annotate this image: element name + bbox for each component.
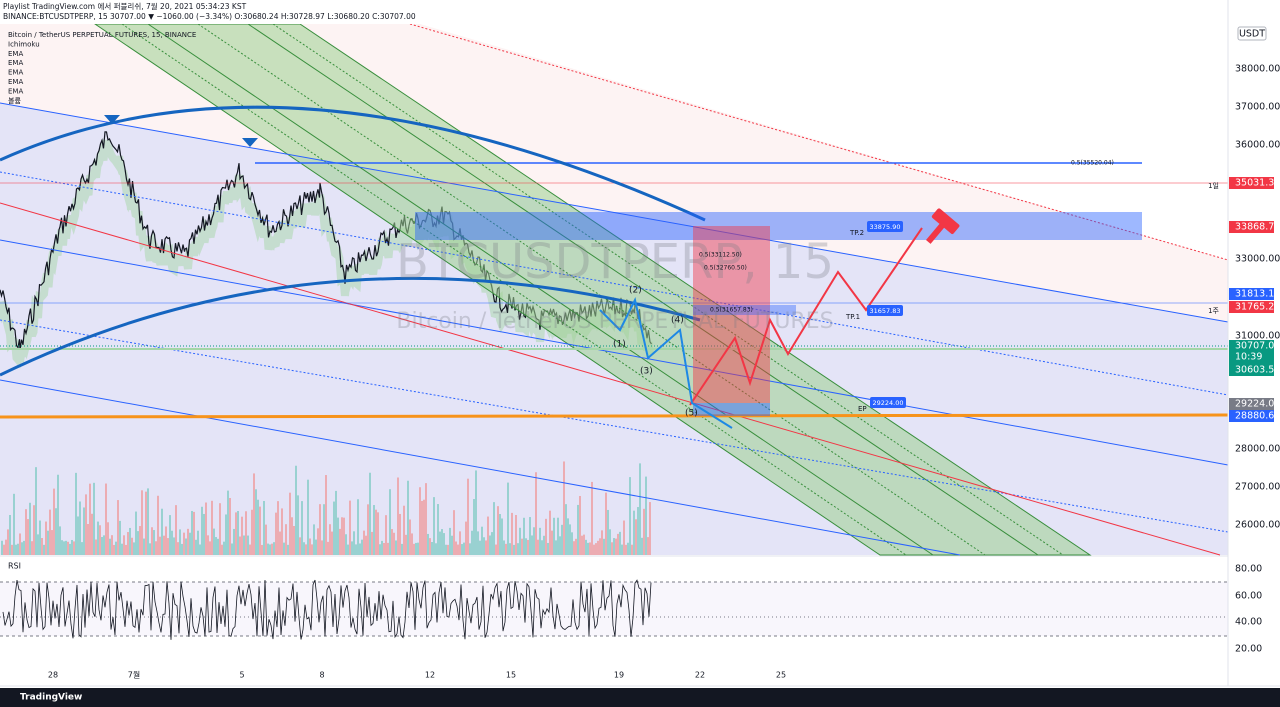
time-label: 5 xyxy=(239,671,244,680)
price-tag-text: 31813.19 xyxy=(1235,289,1280,300)
wave-label: (3) xyxy=(640,367,653,377)
footer-logo: TradingView xyxy=(20,693,82,703)
green-lines xyxy=(121,23,1064,556)
price-badge-text: 29224.00 xyxy=(872,399,903,407)
footer xyxy=(0,688,1280,707)
level-label: 0.5(33112.50) xyxy=(699,252,742,259)
wave-labels: (1) (2) (3) (4) (5) xyxy=(613,286,698,419)
legend-item: EMA xyxy=(8,87,23,95)
rsi-title: RSI xyxy=(8,562,21,571)
line-label: 1일 xyxy=(1208,181,1219,190)
legend-item: EMA xyxy=(8,59,23,67)
legend-item: 볼륨 xyxy=(8,96,21,105)
tp-label: TP.2 xyxy=(849,229,864,237)
price-tag xyxy=(1229,288,1274,300)
time-label: 28 xyxy=(48,671,58,680)
price-label: 27000.00 xyxy=(1235,482,1280,493)
price-label: 31000.00 xyxy=(1235,331,1280,342)
legend-item: Ichimoku xyxy=(8,40,40,48)
price-tag xyxy=(1229,177,1274,189)
currency-box xyxy=(1237,26,1267,41)
rsi-label: 20.00 xyxy=(1235,644,1262,655)
level-label: 0.5(32760.50) xyxy=(704,265,747,272)
legend-item: EMA xyxy=(8,69,23,77)
price-tag xyxy=(1229,364,1274,376)
price-tag xyxy=(1229,410,1274,422)
wave-path xyxy=(599,297,733,429)
time-label: 19 xyxy=(614,671,624,680)
legend-item: EMA xyxy=(8,78,23,86)
price-label: 37000.00 xyxy=(1235,102,1280,113)
price-tag-text: 30603.57 xyxy=(1235,365,1280,376)
wave-label: (2) xyxy=(629,286,642,296)
level-label: 0.5(31657.83) xyxy=(710,307,753,314)
rsi-band xyxy=(0,582,1228,636)
rsi-line xyxy=(2,579,652,640)
time-label: 15 xyxy=(506,671,516,680)
gavel-icon xyxy=(925,208,960,244)
price-tag-text: 31765.23 xyxy=(1235,302,1280,313)
symbol-line: BINANCE:BTCUSDTPERP, 15 30707.00 ▼ −1060… xyxy=(3,12,416,21)
time-axis: 28 7월 5 8 12 15 19 22 25 xyxy=(48,670,786,680)
time-label: 12 xyxy=(425,671,435,680)
level-label: 0.5(35520.04) xyxy=(1071,160,1114,167)
publisher: Playlist TradingView.com 에서 퍼블리쉬, 7월 20,… xyxy=(3,1,247,11)
wave-label: (5) xyxy=(685,409,698,419)
tp2-zone xyxy=(415,212,1142,240)
price-label: 36000.00 xyxy=(1235,140,1280,151)
rsi-label: 80.00 xyxy=(1235,564,1262,575)
price-label: 26000.00 xyxy=(1235,520,1280,531)
time-label: 25 xyxy=(776,671,786,680)
legend-item: Bitcoin / TetherUS PERPETUAL FUTURES, 15… xyxy=(8,31,196,39)
price-label: 28000.00 xyxy=(1235,444,1280,455)
projection xyxy=(689,227,923,406)
price-tag xyxy=(1229,301,1274,313)
price-tag-text: 28880.68 xyxy=(1235,411,1280,422)
tp-label: TP.1 xyxy=(845,313,860,321)
price-badge xyxy=(870,397,906,408)
rsi-label: 60.00 xyxy=(1235,591,1262,602)
wave-label: (1) xyxy=(613,340,626,350)
currency: USDT xyxy=(1239,29,1265,40)
price-tag-text: 29224.00 xyxy=(1235,399,1280,410)
price-tag-text: 33868.77 xyxy=(1235,222,1280,233)
price-tag xyxy=(1229,398,1274,410)
wave-label: (4) xyxy=(671,316,684,326)
reward-box xyxy=(693,403,770,416)
price-label: 38000.00 xyxy=(1235,64,1280,75)
ep-label: EP xyxy=(858,405,867,413)
price-label: 33000.00 xyxy=(1235,254,1280,265)
axis-labels: 38000.00 37000.00 36000.00 33000.00 31000.00… xyxy=(1229,64,1280,655)
watermark: BTCUSDTPERP, 15 xyxy=(396,234,834,290)
price-badge xyxy=(867,221,903,232)
header-bg xyxy=(0,0,1228,24)
trend-lines xyxy=(0,23,1229,556)
price-badge-text: 31657.83 xyxy=(869,307,900,315)
legend: Bitcoin / TetherUS PERPETUAL FUTURES, 15… xyxy=(8,31,196,105)
risk-box xyxy=(693,226,770,403)
tp1-zone xyxy=(693,305,796,315)
legend-item: EMA xyxy=(8,50,23,58)
price-tag xyxy=(1229,340,1274,364)
price-badge xyxy=(867,305,903,316)
rsi-pane xyxy=(0,556,1228,686)
price-tag-text: 35031.39 xyxy=(1235,178,1280,189)
price-tag-sub: 10:39 xyxy=(1235,352,1262,363)
line-label: 1주 xyxy=(1208,307,1219,315)
price-badge-text: 33875.90 xyxy=(869,223,900,231)
time-label: 8 xyxy=(319,671,324,680)
watermark-desc: Bitcoin / TetherUS PERPETUAL FUTURES xyxy=(396,309,833,334)
price-tag-text: 30707.00 xyxy=(1235,341,1280,352)
time-label: 7월 xyxy=(128,670,140,680)
time-label: 22 xyxy=(695,671,705,680)
price-tag xyxy=(1229,221,1274,233)
rsi-label: 40.00 xyxy=(1235,617,1262,628)
